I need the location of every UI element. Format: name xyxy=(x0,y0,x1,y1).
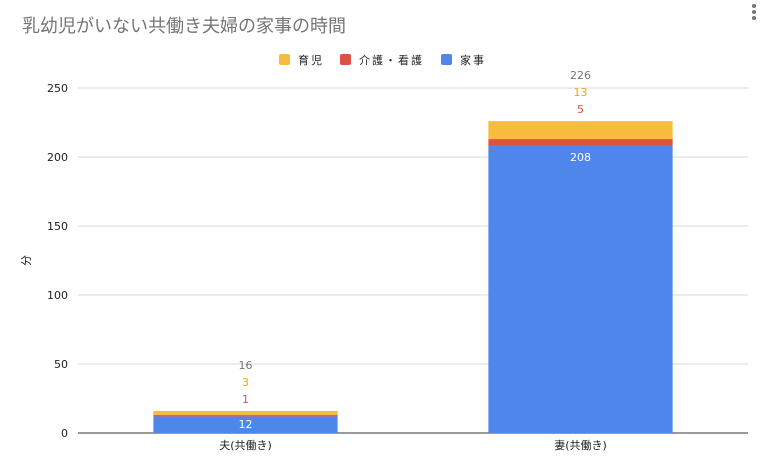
y-axis-label: 分 xyxy=(20,255,33,266)
bar-segment xyxy=(488,139,673,146)
bar-segment xyxy=(153,410,338,416)
data-label: 5 xyxy=(577,103,584,116)
data-label: 226 xyxy=(570,69,591,82)
y-tick-label: 200 xyxy=(47,151,68,164)
data-label: 1 xyxy=(242,393,249,406)
y-tick-label: 100 xyxy=(47,289,68,302)
data-label: 3 xyxy=(242,376,249,389)
data-label: 13 xyxy=(574,86,588,99)
y-tick-label: 50 xyxy=(54,358,68,371)
data-label: 208 xyxy=(570,151,591,164)
chart-title: 乳幼児がいない共働き夫婦の家事の時間 xyxy=(22,16,346,37)
x-tick-label: 夫(共働き) xyxy=(219,439,272,452)
legend-swatch xyxy=(279,54,290,65)
data-label: 16 xyxy=(239,359,253,372)
bar-segment xyxy=(488,121,673,140)
bar-segment xyxy=(153,416,338,433)
y-tick-label: 150 xyxy=(47,220,68,233)
y-tick-label: 250 xyxy=(47,82,68,95)
legend-label: 介護・看護 xyxy=(359,53,424,67)
bar-segment xyxy=(153,415,338,417)
legend-swatch xyxy=(340,54,351,65)
bar-segment xyxy=(488,145,673,433)
legend-label: 育児 xyxy=(298,53,324,67)
y-tick-label: 0 xyxy=(61,427,68,440)
data-label: 12 xyxy=(239,418,253,431)
legend-label: 家事 xyxy=(460,53,486,67)
x-tick-label: 妻(共働き) xyxy=(554,439,607,452)
more-options-icon[interactable] xyxy=(748,2,760,24)
legend-swatch xyxy=(441,54,452,65)
